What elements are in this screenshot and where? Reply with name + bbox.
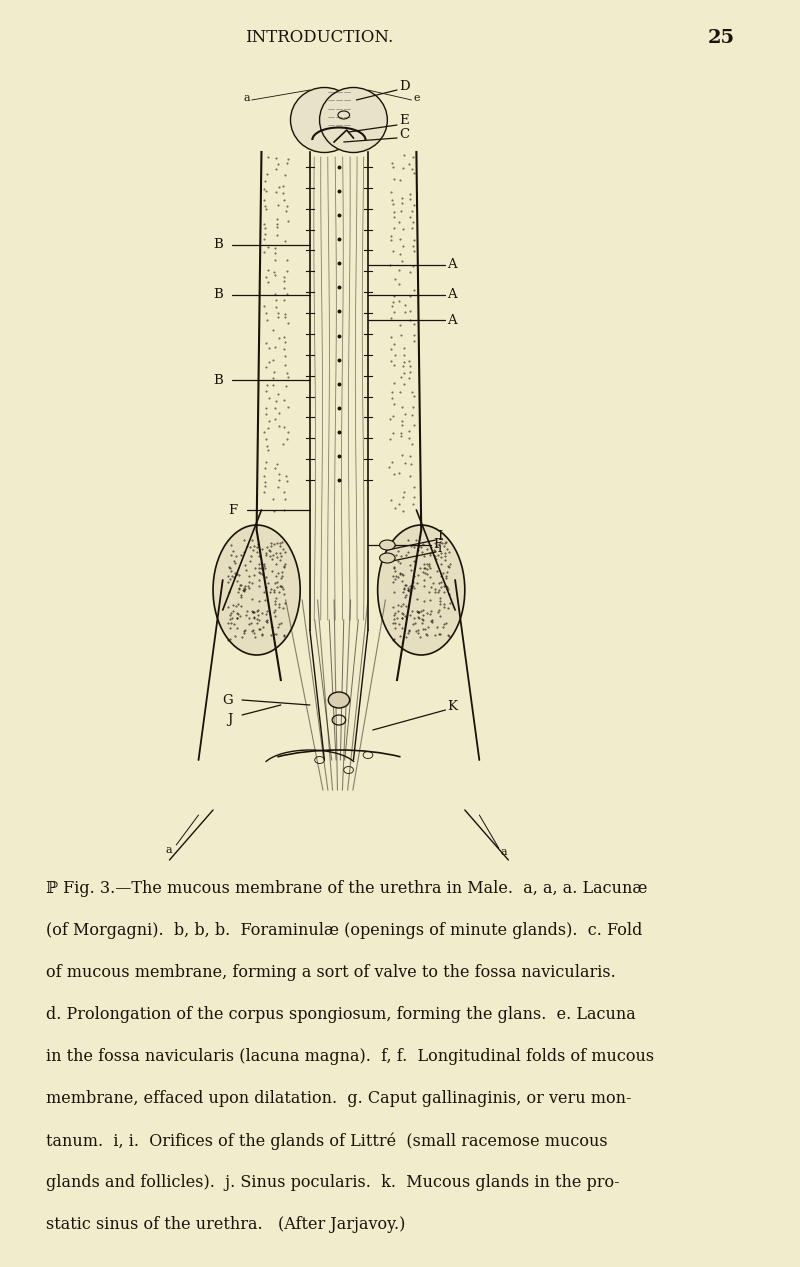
Ellipse shape — [290, 87, 358, 152]
Text: J: J — [227, 712, 233, 726]
Text: G: G — [222, 693, 233, 707]
Text: E: E — [399, 114, 409, 128]
Ellipse shape — [319, 87, 387, 152]
Ellipse shape — [379, 540, 395, 550]
Text: of mucous membrane, forming a sort of valve to the fossa navicularis.: of mucous membrane, forming a sort of va… — [46, 964, 616, 981]
Ellipse shape — [379, 552, 395, 563]
Text: F: F — [228, 503, 238, 517]
Text: membrane, effaced upon dilatation.  g. Caput gallinaginis, or veru mon-: membrane, effaced upon dilatation. g. Ca… — [46, 1090, 632, 1107]
Text: 25: 25 — [708, 29, 735, 47]
Ellipse shape — [328, 692, 350, 708]
Ellipse shape — [378, 525, 465, 655]
Text: D: D — [399, 80, 410, 92]
Ellipse shape — [213, 525, 300, 655]
Text: a: a — [243, 92, 250, 103]
Text: B: B — [213, 289, 222, 302]
Text: A: A — [447, 289, 457, 302]
Text: ℙ Fig. 3.—The mucous membrane of the urethra in Male.  a, a, a. Lacunæ: ℙ Fig. 3.—The mucous membrane of the ure… — [46, 881, 648, 897]
Text: K: K — [447, 699, 458, 712]
Text: A: A — [447, 258, 457, 271]
Text: INTRODUCTION.: INTRODUCTION. — [246, 29, 394, 47]
Text: i: i — [438, 541, 442, 555]
Text: B: B — [213, 374, 222, 386]
Text: A: A — [447, 313, 457, 327]
Text: tanum.  i, i.  Orifices of the glands of Littré  (small racemose mucous: tanum. i, i. Orifices of the glands of L… — [46, 1131, 608, 1149]
Text: B: B — [213, 238, 222, 252]
Text: d. Prolongation of the corpus spongiosum, forming the glans.  e. Lacuna: d. Prolongation of the corpus spongiosum… — [46, 1006, 636, 1022]
Text: glands and follicles).  j. Sinus pocularis.  k.  Mucous glands in the pro-: glands and follicles). j. Sinus poculari… — [46, 1175, 620, 1191]
Text: e: e — [414, 92, 420, 103]
Text: (of Morgagni).  b, b, b.  Foraminulæ (openings of minute glands).  c. Fold: (of Morgagni). b, b, b. Foraminulæ (open… — [46, 922, 643, 939]
Text: F: F — [433, 538, 442, 551]
Text: a: a — [501, 848, 507, 856]
Text: static sinus of the urethra.   (After Jarjavoy.): static sinus of the urethra. (After Jarj… — [46, 1216, 406, 1233]
Text: I: I — [438, 530, 443, 542]
Text: a: a — [166, 845, 172, 855]
Text: in the fossa navicularis (lacuna magna).  f, f.  Longitudinal folds of mucous: in the fossa navicularis (lacuna magna).… — [46, 1048, 654, 1066]
Text: C: C — [399, 128, 409, 141]
